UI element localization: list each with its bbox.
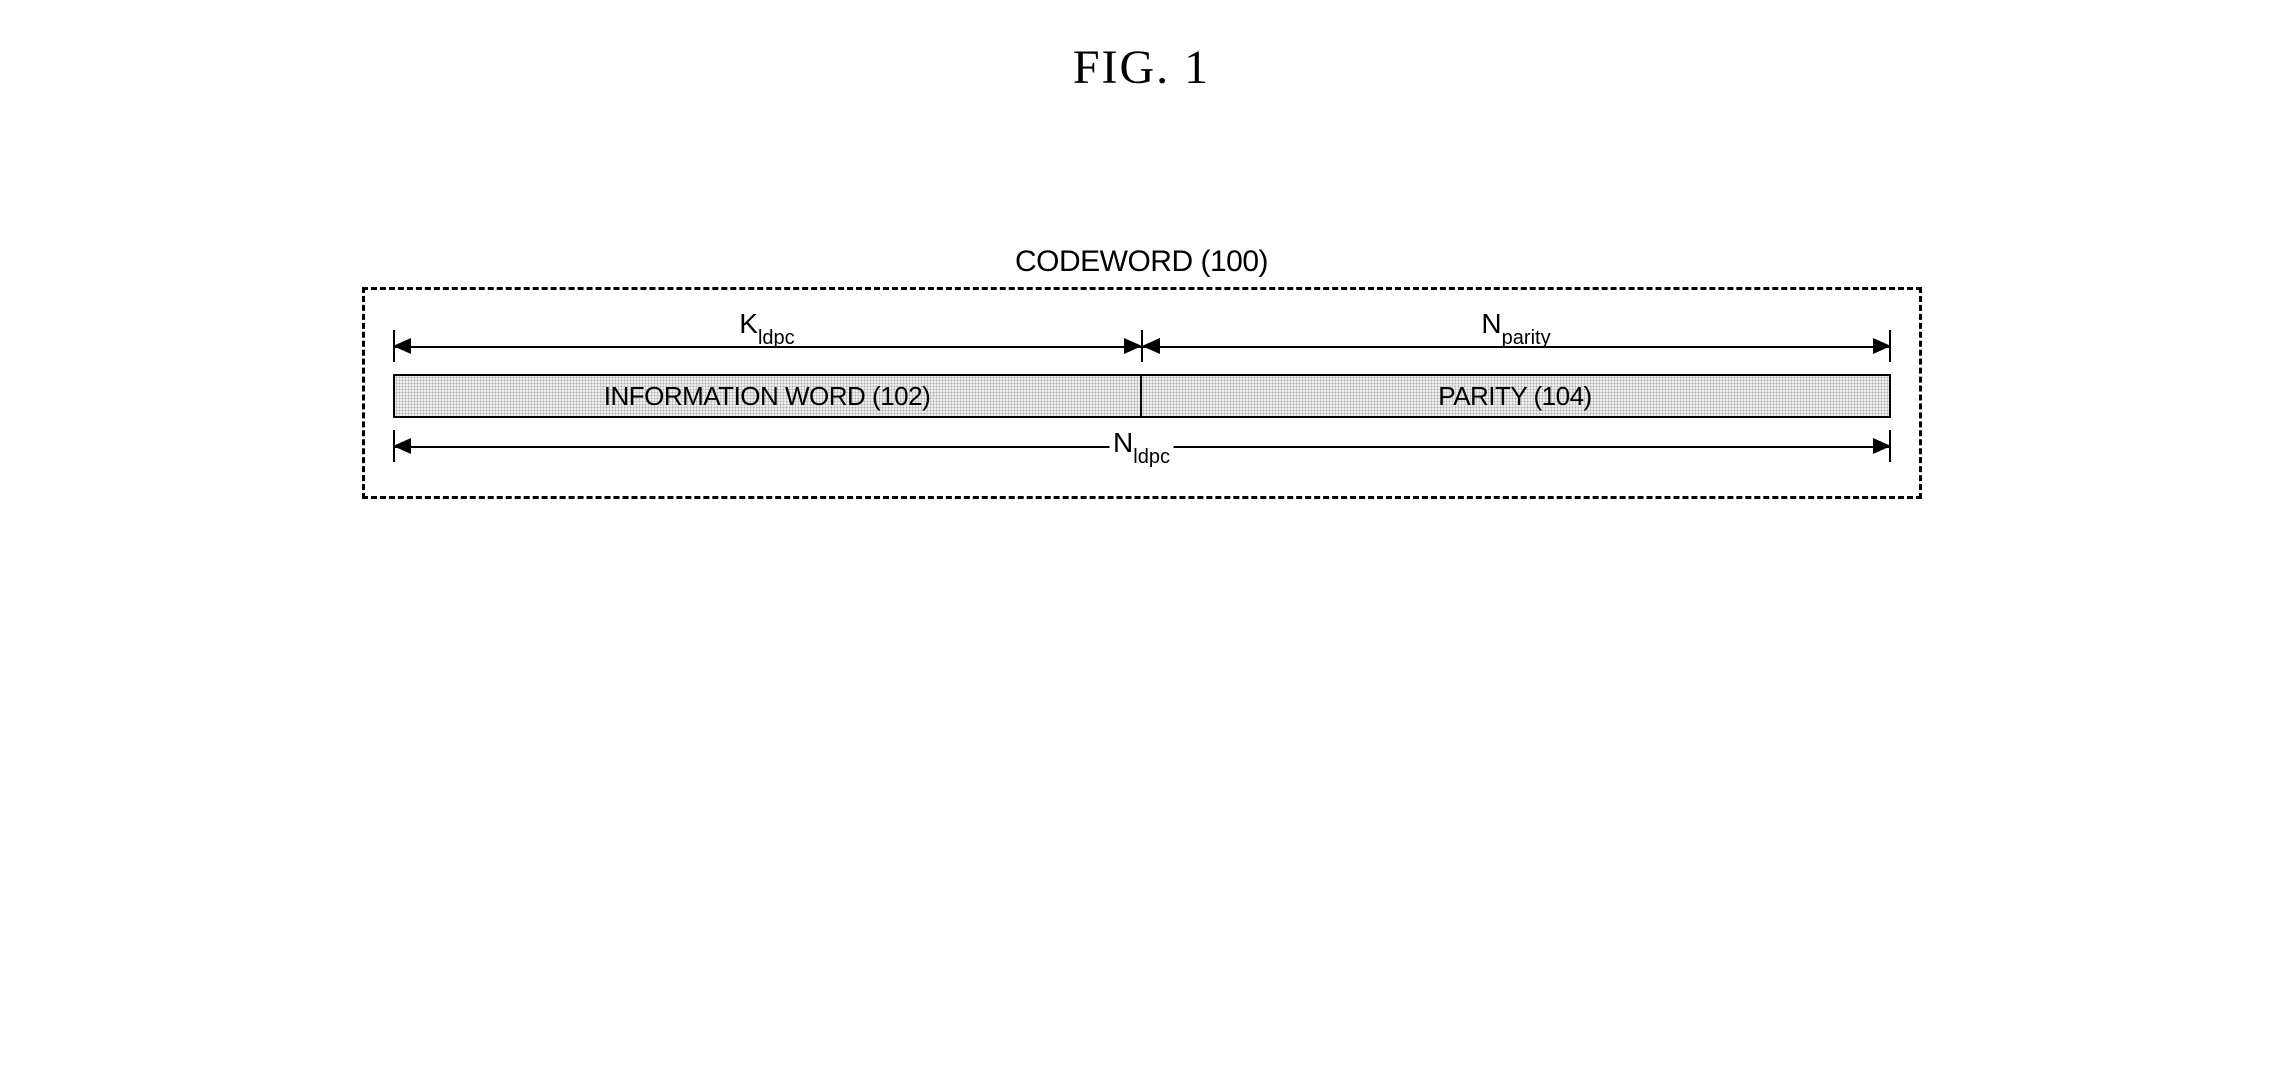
n-sub: ldpc [1133,446,1170,468]
k-sub: ldpc [758,327,795,349]
arrowhead-left-icon [1142,338,1160,354]
arrowhead-left-icon [393,438,411,454]
codeword-label: CODEWORD (100) [362,245,1922,279]
n-main: N [1481,308,1501,339]
arrowhead-right-icon [1873,438,1891,454]
arrowhead-right-icon [1873,338,1891,354]
figure-title: FIG. 1 [1073,40,1210,95]
k-main: K [739,308,758,339]
n-ldpc-label: Nldpc [1109,427,1174,465]
diagram-inner: Kldpc Nparity INFORMATION WORD (102) PAR… [393,318,1891,474]
n-parity-dimension: Nparity [1142,318,1891,374]
parity-segment: PARITY (104) [1142,376,1889,416]
codeword-diagram: CODEWORD (100) Kldpc [362,245,1922,499]
n-main: N [1113,427,1133,458]
arrowhead-right-icon [1124,338,1142,354]
n-parity-label: Nparity [1477,308,1554,346]
arrowhead-left-icon [393,338,411,354]
k-ldpc-dimension: Kldpc [393,318,1142,374]
k-ldpc-label: Kldpc [735,308,798,346]
information-word-segment: INFORMATION WORD (102) [395,376,1142,416]
top-dimension-row: Kldpc Nparity [393,318,1891,374]
bottom-dimension-row: Nldpc [393,418,1891,474]
codeword-dashed-box: Kldpc Nparity INFORMATION WORD (102) PAR… [362,287,1922,499]
n-sub: parity [1502,327,1551,349]
codeword-bar: INFORMATION WORD (102) PARITY (104) [393,374,1891,418]
